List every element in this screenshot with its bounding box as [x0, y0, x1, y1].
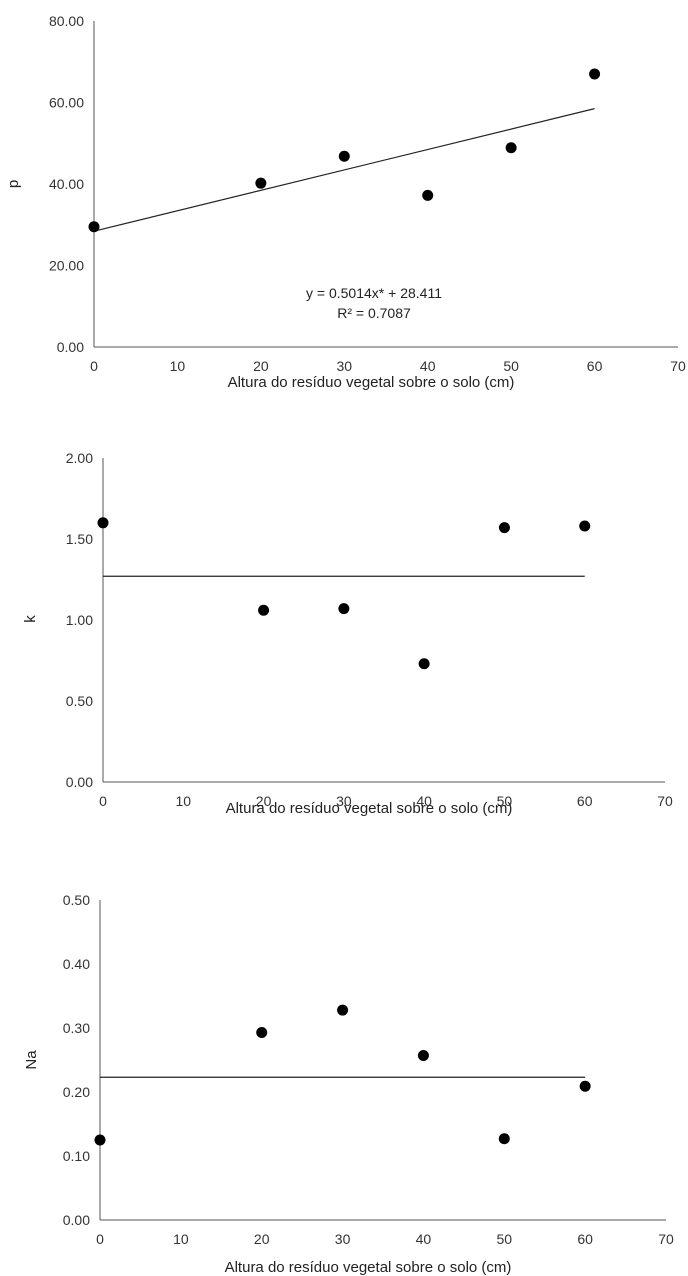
chart-2-x-tick-label: 30 [336, 793, 352, 809]
chart-1-x-tick-label: 0 [90, 358, 98, 374]
chart-2-y-tick-label: 0.00 [66, 774, 93, 790]
chart-3-x-axis-title: Altura do resíduo vegetal sobre o solo (… [225, 1259, 512, 1276]
chart-3-x-tick-label: 30 [335, 1231, 351, 1247]
chart-1-x-tick-label: 30 [336, 358, 352, 374]
chart-3-x-tick-label: 0 [96, 1231, 104, 1247]
chart-1-y-tick-label: 20.00 [49, 258, 84, 274]
chart-1-y-tick-label: 0.00 [57, 339, 84, 355]
chart-1-x-axis-title: Altura do resíduo vegetal sobre o solo (… [228, 374, 515, 391]
chart-2-data-point [258, 604, 270, 616]
chart-1-data-point [589, 68, 601, 80]
chart-1-data-point [338, 150, 350, 162]
chart-1-y-tick-label: 80.00 [49, 13, 84, 29]
chart-2-data-point [338, 603, 350, 615]
chart-3-x-tick-label: 40 [416, 1231, 432, 1247]
chart-2-x-tick-label: 40 [416, 793, 432, 809]
chart-2-x-axis-title: Altura do resíduo vegetal sobre o solo (… [226, 800, 513, 817]
chart-3-x-tick-label: 60 [577, 1231, 593, 1247]
chart-2-data-point [418, 658, 430, 670]
chart-2-x-tick-label: 60 [577, 793, 593, 809]
chart-2-y-tick-label: 2.00 [66, 450, 93, 466]
chart-1-x-tick-label: 40 [420, 358, 436, 374]
chart-3-y-tick-label: 0.20 [63, 1084, 90, 1100]
chart-3-y-axis-title: Na [23, 1050, 40, 1070]
chart-3-y-tick-label: 0.10 [63, 1148, 90, 1164]
chart-2-y-tick-label: 0.50 [66, 693, 93, 709]
chart-1-x-tick-label: 10 [170, 358, 186, 374]
chart-3-x-tick-label: 20 [254, 1231, 270, 1247]
chart-2-x-tick-label: 10 [175, 793, 191, 809]
chart-3-data-point [256, 1026, 268, 1038]
chart-1-x-tick-label: 50 [503, 358, 519, 374]
chart-3-data-point [417, 1050, 429, 1062]
chart-1-data-point [422, 189, 434, 201]
chart-1-data-point [505, 142, 517, 154]
chart-3-data-point [337, 1004, 349, 1016]
chart-1-r-squared: R² = 0.7087 [337, 305, 411, 321]
chart-3-x-tick-label: 70 [658, 1231, 674, 1247]
chart-1-data-point [255, 177, 267, 189]
chart-1-y-tick-label: 40.00 [49, 176, 84, 192]
chart-3-y-tick-label: 0.50 [63, 892, 90, 908]
chart-1-y-tick-label: 60.00 [49, 95, 84, 111]
chart-2-y-tick-label: 1.00 [66, 612, 93, 628]
chart-3-x-tick-label: 10 [173, 1231, 189, 1247]
chart-1-y-axis-title: p [5, 180, 22, 188]
chart-1-trendline [93, 108, 595, 232]
chart-3-data-point [94, 1134, 106, 1146]
chart-2-x-tick-label: 70 [657, 793, 673, 809]
chart-3-y-tick-label: 0.40 [63, 956, 90, 972]
chart-3-x-tick-label: 50 [496, 1231, 512, 1247]
chart-2-data-point [498, 522, 510, 534]
chart-3-y-tick-label: 0.30 [63, 1020, 90, 1036]
chart-2-y-axis-title: k [22, 615, 39, 623]
chart-1-regression-equation: y = 0.5014x* + 28.411 [306, 285, 442, 301]
chart-2-x-tick-label: 50 [497, 793, 513, 809]
chart-1-x-tick-label: 70 [670, 358, 686, 374]
chart-3-data-point [579, 1080, 591, 1092]
chart-1-data-point [88, 221, 100, 233]
chart-2-data-point [97, 517, 109, 529]
chart-3-data-point [498, 1133, 510, 1145]
chart-2-data-point [579, 520, 591, 532]
chart-1-x-tick-label: 20 [253, 358, 269, 374]
chart-3-y-tick-label: 0.00 [63, 1212, 90, 1228]
chart-2-y-tick-label: 1.50 [66, 531, 93, 547]
chart-2-x-tick-label: 20 [256, 793, 272, 809]
chart-1-x-tick-label: 60 [587, 358, 603, 374]
chart-2-x-tick-label: 0 [99, 793, 107, 809]
